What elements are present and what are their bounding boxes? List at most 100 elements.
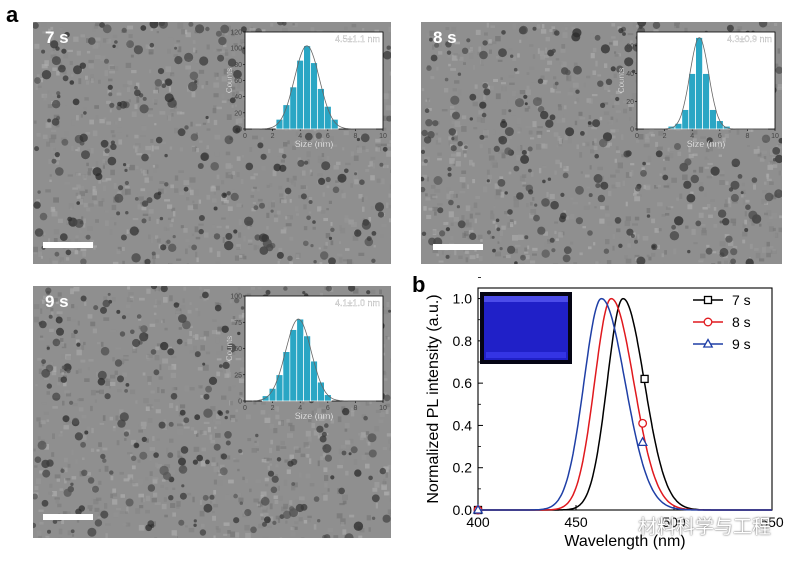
nanoparticle: [730, 248, 738, 256]
tem-grain: [112, 261, 119, 264]
tem-grain: [451, 26, 457, 33]
tem-grain: [237, 287, 241, 291]
tem-grain: [684, 27, 688, 34]
nanoparticle: [150, 349, 157, 355]
tem-grain: [551, 26, 556, 30]
tem-grain: [544, 241, 550, 247]
x-tick-label: 10: [379, 133, 387, 140]
tem-grain: [191, 91, 196, 98]
nanoparticle: [744, 228, 749, 232]
tem-grain: [538, 167, 542, 174]
tem-grain: [235, 532, 240, 538]
tem-grain: [287, 140, 290, 145]
tem-grain: [78, 398, 84, 402]
tem-grain: [422, 146, 426, 153]
tem-grain: [200, 460, 206, 467]
tem-grain: [741, 29, 748, 33]
nanoparticle: [174, 56, 181, 63]
nanoparticle: [640, 169, 647, 177]
tem-grain: [724, 199, 728, 204]
tem-grain: [147, 418, 153, 423]
tem-grain: [309, 483, 315, 487]
tem-grain: [532, 121, 537, 128]
tem-grain: [719, 180, 725, 185]
nanoparticle: [181, 484, 185, 488]
tem-grain: [558, 143, 563, 147]
tem-grain: [85, 132, 91, 135]
nanoparticle: [277, 22, 284, 26]
tem-grain: [635, 25, 642, 28]
nanoparticle: [761, 134, 771, 143]
nanoparticle: [245, 162, 254, 171]
tem-grain: [160, 484, 164, 488]
nanoparticle: [174, 46, 178, 50]
tem-grain: [593, 242, 596, 246]
nanoparticle: [254, 234, 261, 241]
nanoparticle: [83, 111, 87, 115]
tem-grain: [34, 465, 38, 468]
tem-grain: [262, 507, 268, 513]
tem-grain: [480, 138, 486, 141]
tem-grain: [588, 201, 591, 205]
tem-grain: [37, 357, 42, 361]
tem-grain: [742, 199, 745, 205]
tem-grain: [515, 93, 521, 100]
nanoparticle: [541, 198, 550, 207]
tem-grain: [384, 378, 388, 381]
nanoparticle: [176, 338, 183, 345]
tem-grain: [437, 203, 443, 206]
tem-grain: [145, 477, 149, 481]
tem-grain: [486, 169, 490, 175]
tem-grain: [254, 245, 260, 250]
tem-grain: [169, 403, 174, 409]
tem-grain: [199, 526, 205, 531]
tem-grain: [162, 358, 169, 364]
tem-grain: [297, 288, 300, 293]
tem-grain: [61, 372, 64, 375]
tem-grain: [642, 236, 649, 241]
nanoparticle: [276, 251, 284, 259]
tem-grain: [566, 216, 570, 220]
nanoparticle: [62, 75, 69, 82]
nanoparticle: [559, 215, 566, 223]
tem-grain: [492, 41, 497, 45]
tem-grain: [104, 465, 109, 472]
tem-grain: [52, 433, 55, 440]
nanoparticle: [507, 245, 516, 254]
nanoparticle: [60, 376, 67, 383]
tem-grain: [463, 248, 470, 253]
nanoparticle: [690, 174, 699, 184]
tem-grain: [489, 235, 493, 239]
tem-grain: [39, 521, 44, 525]
nanoparticle: [270, 486, 278, 494]
tem-grain: [95, 22, 100, 27]
tem-grain: [131, 70, 137, 74]
tem-grain: [130, 54, 134, 58]
nanoparticle: [366, 236, 372, 242]
nanoparticle: [635, 185, 641, 192]
tem-grain: [593, 146, 598, 150]
size-histogram-7s: 0 20 40 60 80 100 120 0 2 4 6 8 10 4.5±1.1 nm Size (nm…: [225, 29, 387, 150]
nanoparticle: [528, 189, 534, 195]
tem-grain: [255, 479, 262, 484]
tem-grain: [236, 244, 241, 249]
tem-grain: [221, 195, 227, 202]
tem-grain: [214, 185, 220, 191]
nanoparticle: [367, 433, 377, 443]
nanoparticle: [287, 460, 294, 467]
tem-grain: [141, 206, 147, 211]
nanoparticle: [100, 346, 110, 356]
tem-grain: [264, 512, 269, 519]
tem-grain: [743, 192, 747, 199]
tem-grain: [661, 214, 666, 217]
tem-grain: [95, 390, 100, 393]
nanoparticle: [496, 227, 501, 232]
tem-grain: [249, 488, 252, 493]
tem-grain: [72, 187, 78, 190]
tem-grain: [127, 80, 133, 85]
tem-grain: [65, 239, 72, 243]
x-tick-label: 10: [771, 133, 779, 140]
tem-grain: [186, 197, 190, 201]
tem-grain: [488, 39, 492, 44]
nanoparticle: [93, 305, 99, 311]
